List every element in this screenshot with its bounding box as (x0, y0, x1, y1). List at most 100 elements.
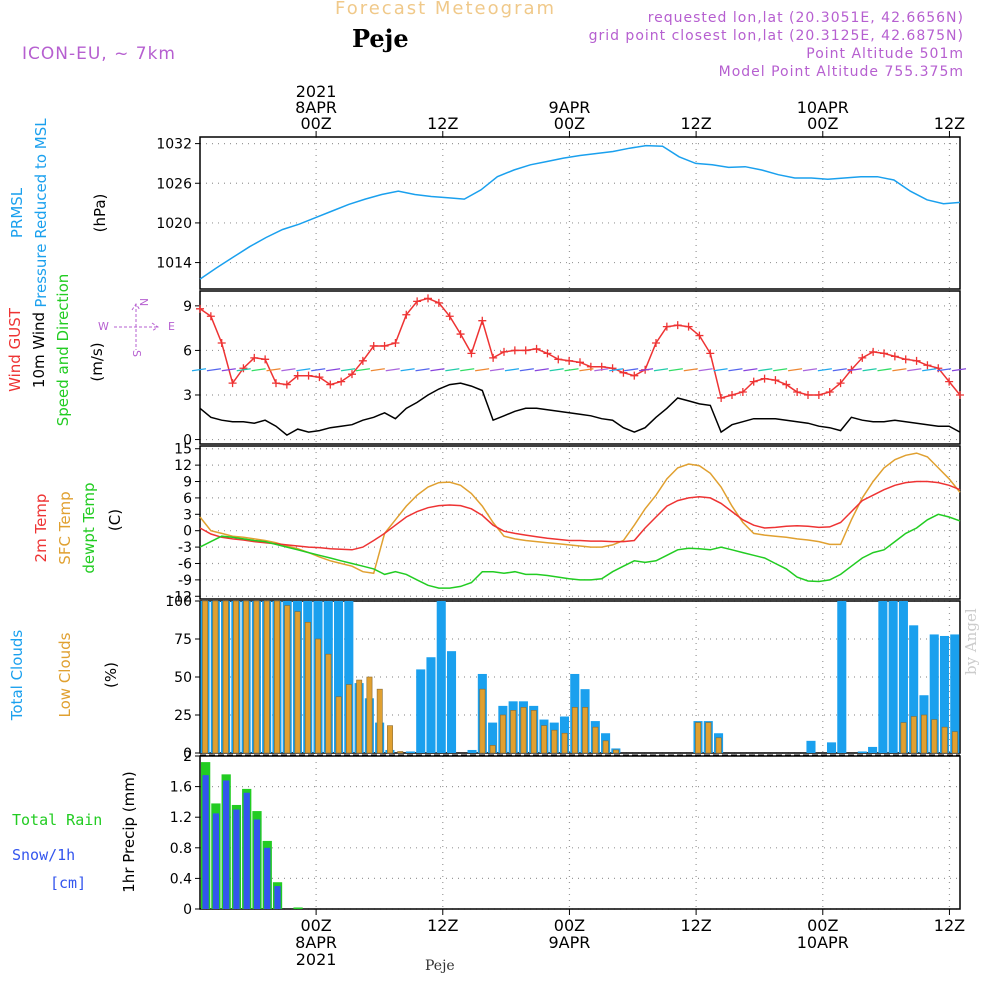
clouds-ytick-label: 75 (174, 632, 192, 648)
total-cloud-bar (334, 601, 344, 753)
total-cloud-bar (416, 669, 426, 753)
gust-marker (738, 388, 747, 397)
temperature-ytick-label: 12 (174, 458, 192, 474)
wind-direction-arrow (460, 368, 475, 372)
wind-direction-axis-label: Speed and Direction (54, 274, 72, 427)
gust-marker (402, 310, 411, 319)
gust-marker (706, 349, 715, 358)
low-cloud-bar (294, 611, 301, 754)
gust-marker (673, 321, 682, 330)
gust-marker (532, 344, 541, 353)
low-cloud-bar (541, 725, 547, 754)
point-altitude: Point Altitude 501m (806, 46, 964, 62)
gust-marker (793, 388, 802, 397)
top-time-label: 00Z (300, 114, 331, 133)
gust-marker (337, 377, 346, 386)
gust-marker (369, 341, 378, 350)
total-cloud-bar (826, 742, 837, 753)
total-cloud-bar (878, 601, 888, 753)
compass-west: W (98, 320, 109, 333)
gust-marker (304, 371, 313, 380)
gust-marker (890, 352, 899, 361)
gust-marker (565, 356, 574, 365)
wind-direction-arrow (668, 368, 683, 372)
wind-direction-arrow (638, 368, 654, 372)
precip-ytick-label: 1.2 (170, 810, 192, 826)
low-cloud-bar (387, 725, 393, 754)
gust-marker (619, 368, 628, 377)
gust-marker (196, 304, 204, 313)
precip-ytick-label: 2 (183, 749, 192, 765)
wind-direction-arrow (251, 368, 266, 372)
snow-axis-label: Snow/1h (12, 846, 75, 864)
gust-marker (760, 374, 769, 383)
gust-marker (391, 338, 400, 347)
gust-marker (206, 312, 215, 321)
gust-marker (576, 358, 584, 367)
bottom-time-label: 00Z (807, 916, 838, 935)
snow-unit: [cm] (50, 874, 86, 892)
clouds-frame (199, 600, 961, 754)
wind-direction-arrow (370, 368, 385, 372)
wind-direction-arrow (907, 368, 922, 372)
wind-direction-arrow (743, 368, 758, 372)
gust-marker (434, 298, 443, 307)
rain-bar (293, 907, 303, 909)
wind-direction-arrow (445, 368, 460, 372)
wind-direction-arrow (191, 368, 207, 372)
compass-arrows (114, 303, 159, 350)
top-time-label: 12Z (427, 114, 458, 133)
precip-ytick-label: 0 (183, 902, 192, 918)
sfc-temp-axis-label: SFC Temp (56, 491, 74, 564)
gust-marker (956, 390, 964, 399)
temp-unit: (C) (106, 509, 124, 531)
pressure-axis-label: PRMSL (8, 187, 26, 238)
precip-ytick-label: 0.4 (170, 871, 192, 887)
low-cloud-bar (551, 729, 558, 754)
snow-bar (243, 792, 250, 909)
wind-direction-arrow (549, 368, 564, 372)
wind-direction-arrow (296, 368, 311, 372)
wind-direction-arrow (326, 368, 341, 372)
gust-marker (836, 379, 845, 388)
total-cloud-bar (446, 651, 457, 753)
low-cloud-bar (356, 679, 363, 754)
temperature-ytick-label: -6 (178, 556, 192, 572)
low-cloud-bar (222, 600, 229, 754)
wind-direction-arrow (579, 368, 594, 372)
wind-direction-arrow (340, 368, 356, 372)
gust-marker (749, 377, 758, 386)
wind-direction-arrow (415, 368, 430, 372)
gust-marker (825, 388, 834, 397)
wind-direction-arrow (475, 368, 490, 372)
total-cloud-bar (806, 740, 816, 753)
low-cloud-bar (941, 726, 948, 754)
bottom-time-label: 12Z (680, 916, 711, 935)
low-cloud-bar (274, 600, 280, 754)
low-cloud-bar (202, 600, 209, 754)
precip-frame (199, 755, 961, 910)
low-cloud-bar (705, 722, 712, 754)
low-cloud-axis-label: Low Clouds (56, 632, 74, 717)
temperature-ytick-label: -9 (178, 573, 192, 589)
wind-direction-arrow (281, 368, 296, 372)
low-cloud-bar (479, 688, 486, 754)
wind-direction-arrow (236, 368, 251, 372)
gust-marker (456, 330, 465, 339)
gust-marker (521, 346, 530, 355)
gust-marker (652, 338, 660, 347)
low-cloud-bar (397, 751, 404, 754)
total-cloud-bar (405, 751, 415, 753)
wind-direction-arrow (713, 368, 728, 372)
low-cloud-bar (695, 722, 702, 754)
wind-direction-arrow (624, 368, 639, 372)
gust-marker (695, 331, 704, 340)
compass-south: S (130, 350, 143, 357)
low-cloud-bar (931, 719, 938, 754)
gust-line (199, 297, 961, 399)
clouds-ytick-label: 100 (165, 594, 192, 610)
temp-2m-line (199, 480, 961, 551)
gust-marker (510, 346, 519, 355)
wind-ytick-label: 9 (183, 299, 192, 315)
